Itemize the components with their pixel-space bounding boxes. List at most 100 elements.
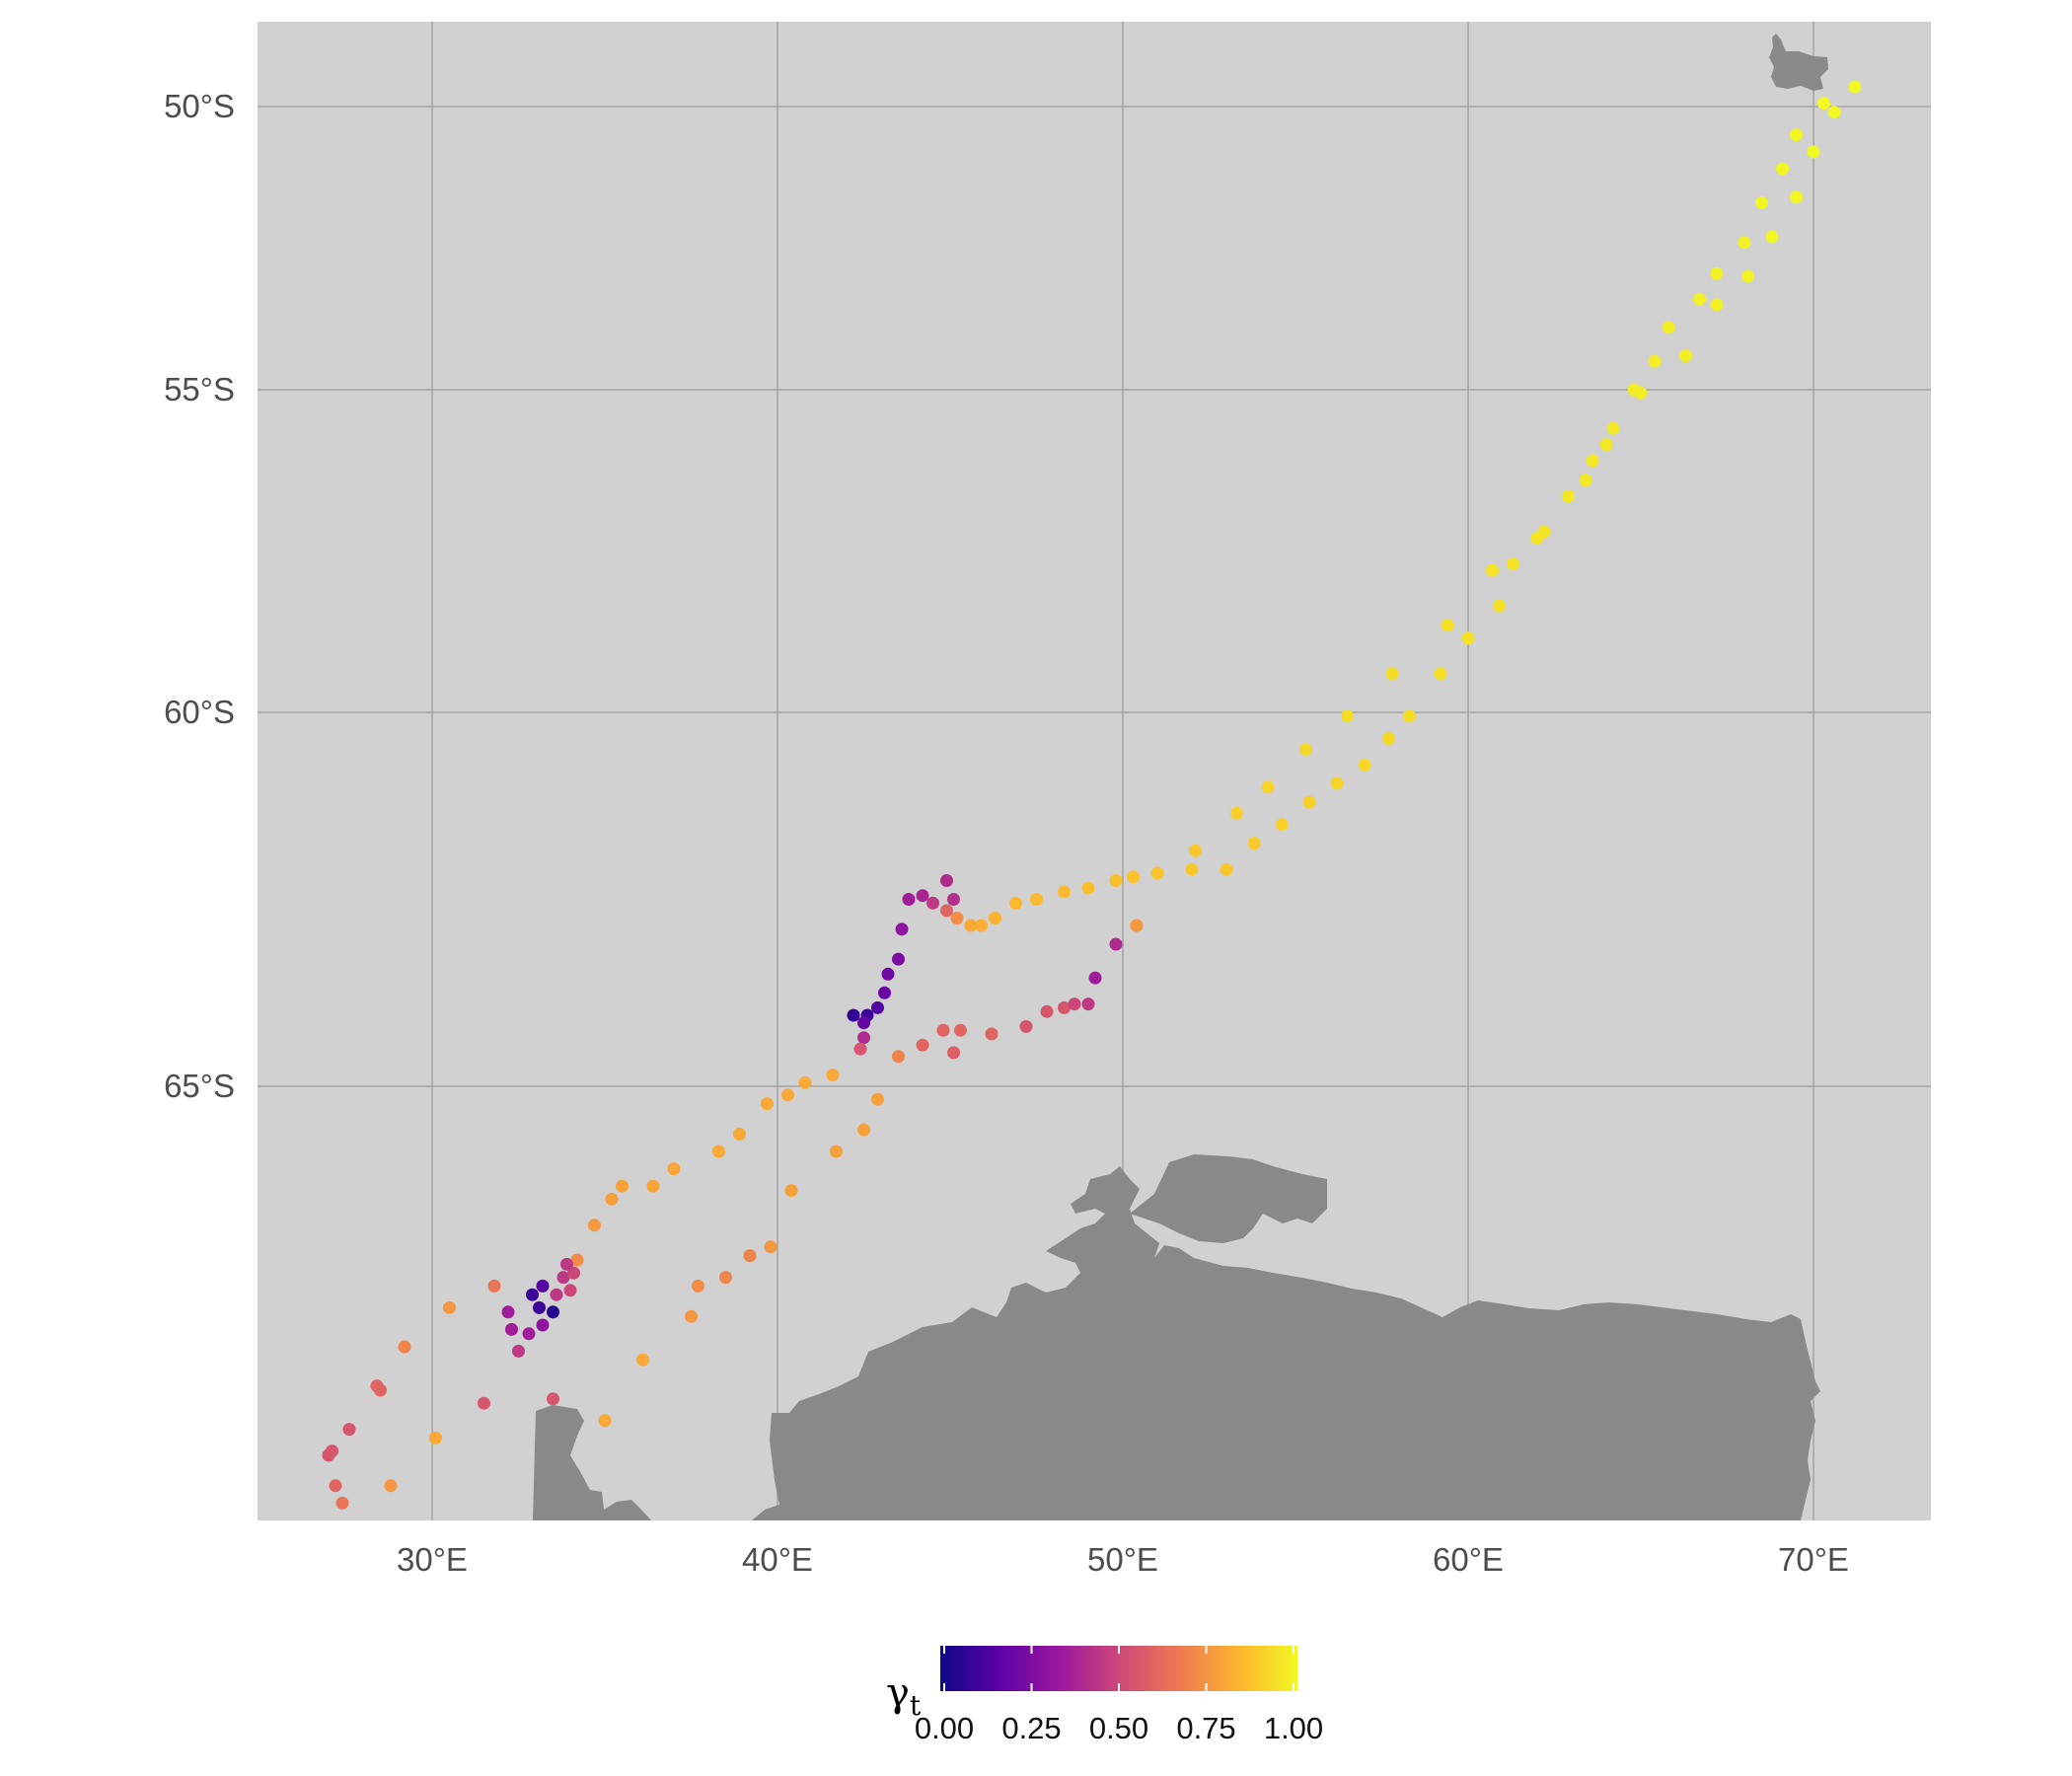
track-point: [1807, 145, 1820, 159]
track-point: [881, 967, 895, 981]
track-point: [1130, 919, 1144, 932]
track-point: [326, 1444, 338, 1458]
track-point: [598, 1414, 612, 1428]
longitude-axis: 30°E 40°E 50°E 60°E 70°E: [397, 1541, 1849, 1578]
track-point: [1299, 743, 1312, 757]
track-point: [563, 1284, 577, 1297]
track-point: [1109, 937, 1123, 951]
track-point: [646, 1179, 660, 1193]
track-point: [398, 1340, 411, 1354]
track-point: [712, 1145, 725, 1158]
lat-tick-label: 50°S: [164, 88, 235, 124]
track-point: [1679, 349, 1692, 363]
track-point: [1403, 709, 1416, 723]
track-point: [950, 912, 964, 925]
track-point: [1562, 489, 1575, 503]
lon-tick-label: 60°E: [1433, 1541, 1504, 1578]
legend-label: 0.75: [1176, 1711, 1235, 1745]
track-point: [329, 1479, 342, 1493]
track-point: [501, 1305, 515, 1319]
track-point: [1493, 599, 1506, 613]
legend-labels: 0.00 0.25 0.50 0.75 1.00: [915, 1711, 1323, 1745]
track-point: [487, 1279, 501, 1293]
track-point: [567, 1266, 580, 1280]
track-point: [556, 1271, 570, 1285]
track-point: [985, 1027, 999, 1041]
track-point: [1185, 862, 1199, 876]
track-point: [1358, 758, 1371, 772]
track-point: [1776, 162, 1789, 176]
track-point: [743, 1249, 757, 1263]
track-point: [830, 1145, 843, 1158]
legend-label: 0.25: [1001, 1711, 1061, 1745]
track-point: [384, 1479, 398, 1493]
track-point: [547, 1305, 559, 1319]
track-point: [902, 893, 916, 906]
track-point: [1710, 298, 1724, 312]
track-point: [989, 912, 1001, 925]
lon-tick-label: 40°E: [742, 1541, 813, 1578]
track-point: [1058, 885, 1071, 899]
track-point: [1385, 667, 1399, 681]
legend-label: 1.00: [1264, 1711, 1323, 1745]
track-point: [857, 1016, 870, 1030]
track-point: [826, 1069, 840, 1082]
track-point: [733, 1127, 746, 1141]
track-point: [1088, 971, 1102, 985]
track-point: [1790, 128, 1803, 142]
track-point: [1755, 196, 1768, 210]
track-point: [1441, 619, 1454, 632]
track-point: [781, 1088, 794, 1102]
lat-tick-label: 60°S: [164, 694, 235, 730]
track-point: [798, 1075, 812, 1089]
track-point: [1275, 818, 1289, 832]
track-point: [570, 1253, 584, 1267]
track-point: [1710, 266, 1724, 280]
track-point: [605, 1192, 619, 1206]
track-point: [560, 1257, 573, 1271]
track-point: [1586, 454, 1599, 468]
track-point: [1081, 998, 1095, 1011]
track-point: [692, 1279, 704, 1293]
track-point: [916, 889, 929, 903]
track-point: [1434, 667, 1447, 681]
track-point: [719, 1271, 732, 1285]
track-point: [847, 1008, 860, 1022]
track-point: [954, 1023, 967, 1037]
track-point: [1081, 881, 1095, 895]
track-point: [964, 919, 978, 932]
track-point: [1330, 777, 1344, 790]
track-point: [1634, 386, 1648, 400]
track-point: [947, 893, 960, 906]
track-point: [1127, 870, 1140, 884]
track-point: [429, 1431, 442, 1444]
track-point: [1220, 862, 1233, 876]
track-point: [536, 1279, 550, 1293]
antarctica-coast: [533, 1154, 1820, 1520]
track-point: [443, 1300, 456, 1314]
track-point: [533, 1300, 546, 1314]
track-point: [1662, 321, 1675, 334]
land-layer: [533, 34, 1828, 1520]
track-point: [764, 1240, 777, 1254]
legend-label: 0.00: [915, 1711, 974, 1745]
track-point: [940, 904, 953, 918]
track-point: [1341, 709, 1354, 723]
track-point: [505, 1322, 518, 1336]
track-point: [1019, 1019, 1033, 1033]
track-point: [1461, 631, 1475, 645]
track-point: [936, 1023, 950, 1037]
track-point: [871, 1092, 884, 1106]
track-point: [1150, 866, 1164, 880]
track-point: [1068, 998, 1081, 1011]
track-point: [1009, 896, 1022, 910]
track-point: [895, 923, 909, 936]
track-point: [547, 1392, 559, 1406]
track-point: [1486, 563, 1499, 577]
track-point: [1579, 474, 1592, 487]
track-point: [512, 1344, 525, 1358]
track-point: [342, 1423, 356, 1437]
track-point: [975, 919, 988, 932]
track-point: [1827, 106, 1841, 119]
